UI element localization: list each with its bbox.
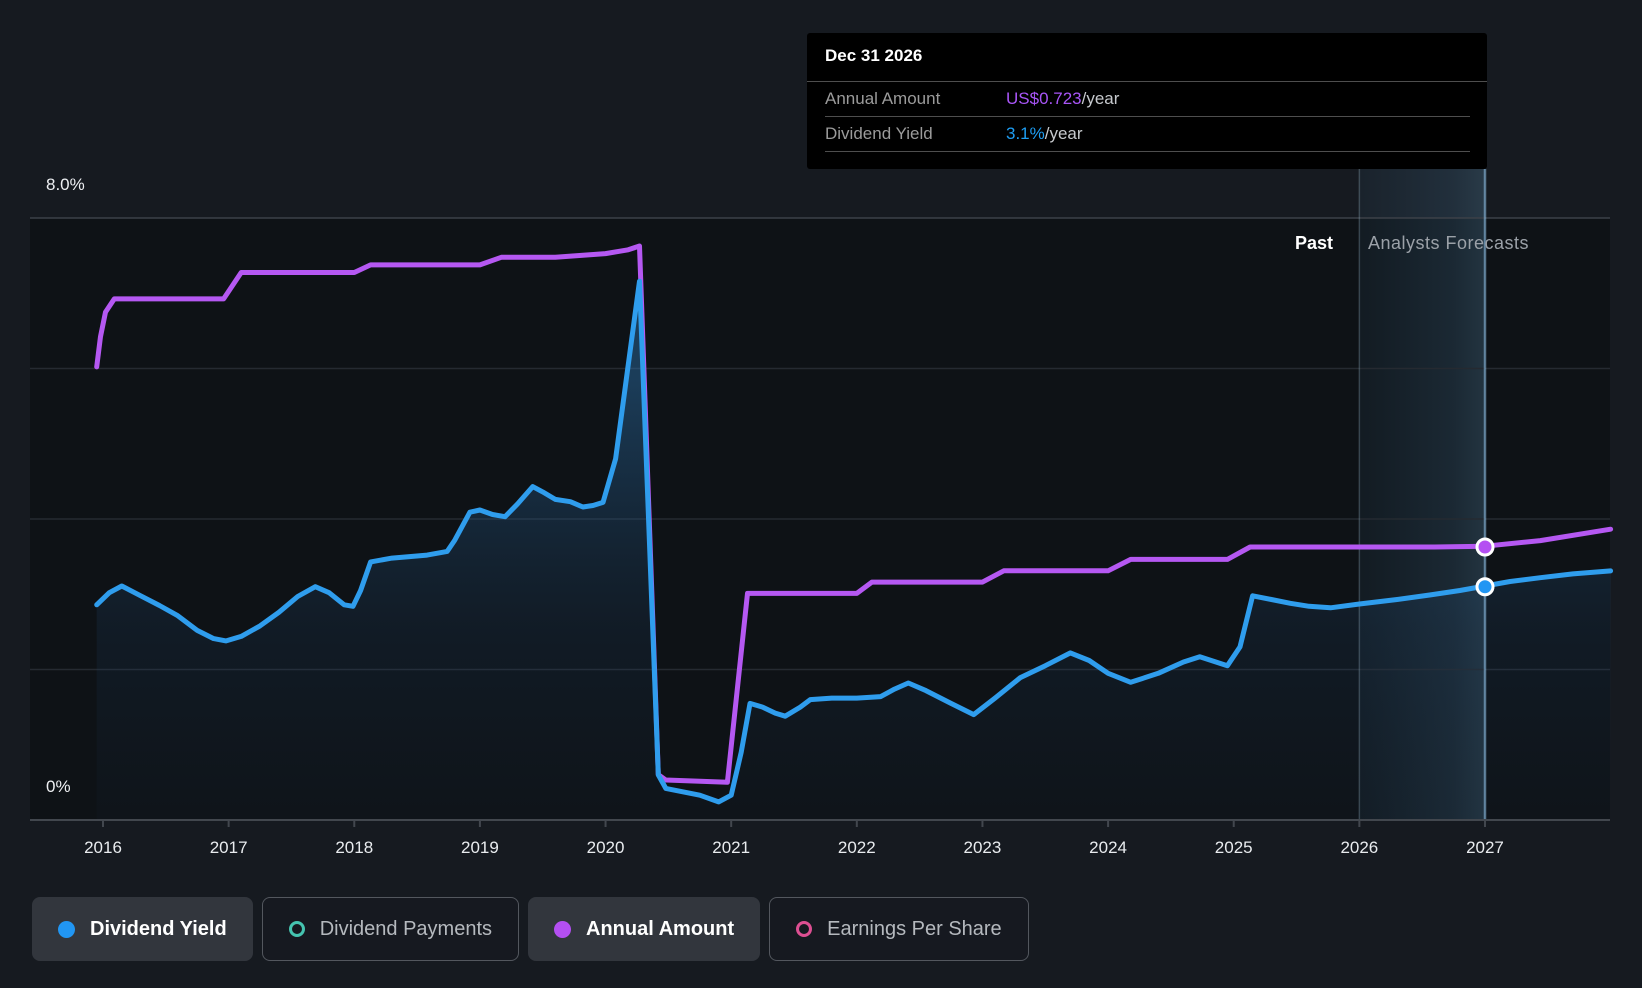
past-region-label: Past xyxy=(1294,233,1333,253)
dividend-yield-dot-icon xyxy=(58,920,75,938)
legend-annual-amount-label: Annual Amount xyxy=(586,917,735,940)
annual-amount-marker[interactable] xyxy=(1475,537,1495,557)
earnings-per-share-ring-icon xyxy=(796,921,813,937)
tooltip-annual-amount-row: Annual Amount US$0.723 /year xyxy=(825,82,1470,117)
x-axis-label-2025: 2025 xyxy=(1214,838,1253,857)
legend-dividend-yield-button[interactable]: Dividend Yield xyxy=(32,897,253,961)
x-axis-label-2024: 2024 xyxy=(1089,838,1127,857)
x-axis-label-2016: 2016 xyxy=(84,838,122,857)
annual-amount-dot-icon xyxy=(554,920,572,938)
dividend-payments-ring-icon xyxy=(288,921,305,937)
x-axis-label-2023: 2023 xyxy=(963,838,1002,857)
tooltip-annual-amount-suffix: /year xyxy=(1081,89,1120,108)
x-axis xyxy=(30,819,1610,827)
legend-dividend-yield-label: Dividend Yield xyxy=(90,917,227,940)
chart-tooltip: Dec 31 2026 Annual Amount US$0.723 /year… xyxy=(807,33,1487,169)
tooltip-dividend-yield-value: 3.1% xyxy=(1006,124,1045,143)
analysts-forecasts-region-label: Analysts Forecasts xyxy=(1368,233,1530,253)
x-axis-label-2017: 2017 xyxy=(209,838,248,857)
x-axis-label-2022: 2022 xyxy=(837,838,876,857)
y-axis-label-0%: 0% xyxy=(46,777,71,796)
x-axis-label-2020: 2020 xyxy=(586,838,625,857)
chart-legend: Dividend Yield Dividend Payments Annual … xyxy=(32,897,1029,961)
legend-earnings-per-share-button[interactable]: Earnings Per Share xyxy=(769,897,1029,961)
dividend-yield-area-fill xyxy=(96,281,1611,820)
legend-dividend-payments-button[interactable]: Dividend Payments xyxy=(261,897,520,961)
tooltip-annual-amount-value: US$0.723 xyxy=(1006,89,1082,108)
x-axis-label-2021: 2021 xyxy=(712,838,751,857)
tooltip-dividend-yield-row: Dividend Yield 3.1% /year xyxy=(825,117,1470,152)
x-axis-label-2027: 2027 xyxy=(1466,838,1504,857)
x-axis-label-2018: 2018 xyxy=(335,838,374,857)
x-axis-label-2026: 2026 xyxy=(1340,838,1379,857)
tooltip-annual-amount-label: Annual Amount xyxy=(825,89,941,108)
legend-dividend-payments-label: Dividend Payments xyxy=(319,917,493,940)
legend-annual-amount-button[interactable]: Annual Amount xyxy=(528,897,761,961)
dividend-yield-marker[interactable] xyxy=(1475,577,1495,597)
dividend-yield-line[interactable] xyxy=(94,278,1614,805)
tooltip-date: Dec 31 2026 xyxy=(807,33,1487,82)
legend-earnings-per-share-label: Earnings Per Share xyxy=(827,917,1002,940)
x-axis-label-2019: 2019 xyxy=(460,838,499,857)
tooltip-dividend-yield-label: Dividend Yield xyxy=(825,124,933,143)
y-axis-label-8.0%: 8.0% xyxy=(46,175,85,194)
tooltip-dividend-yield-suffix: /year xyxy=(1044,124,1083,143)
